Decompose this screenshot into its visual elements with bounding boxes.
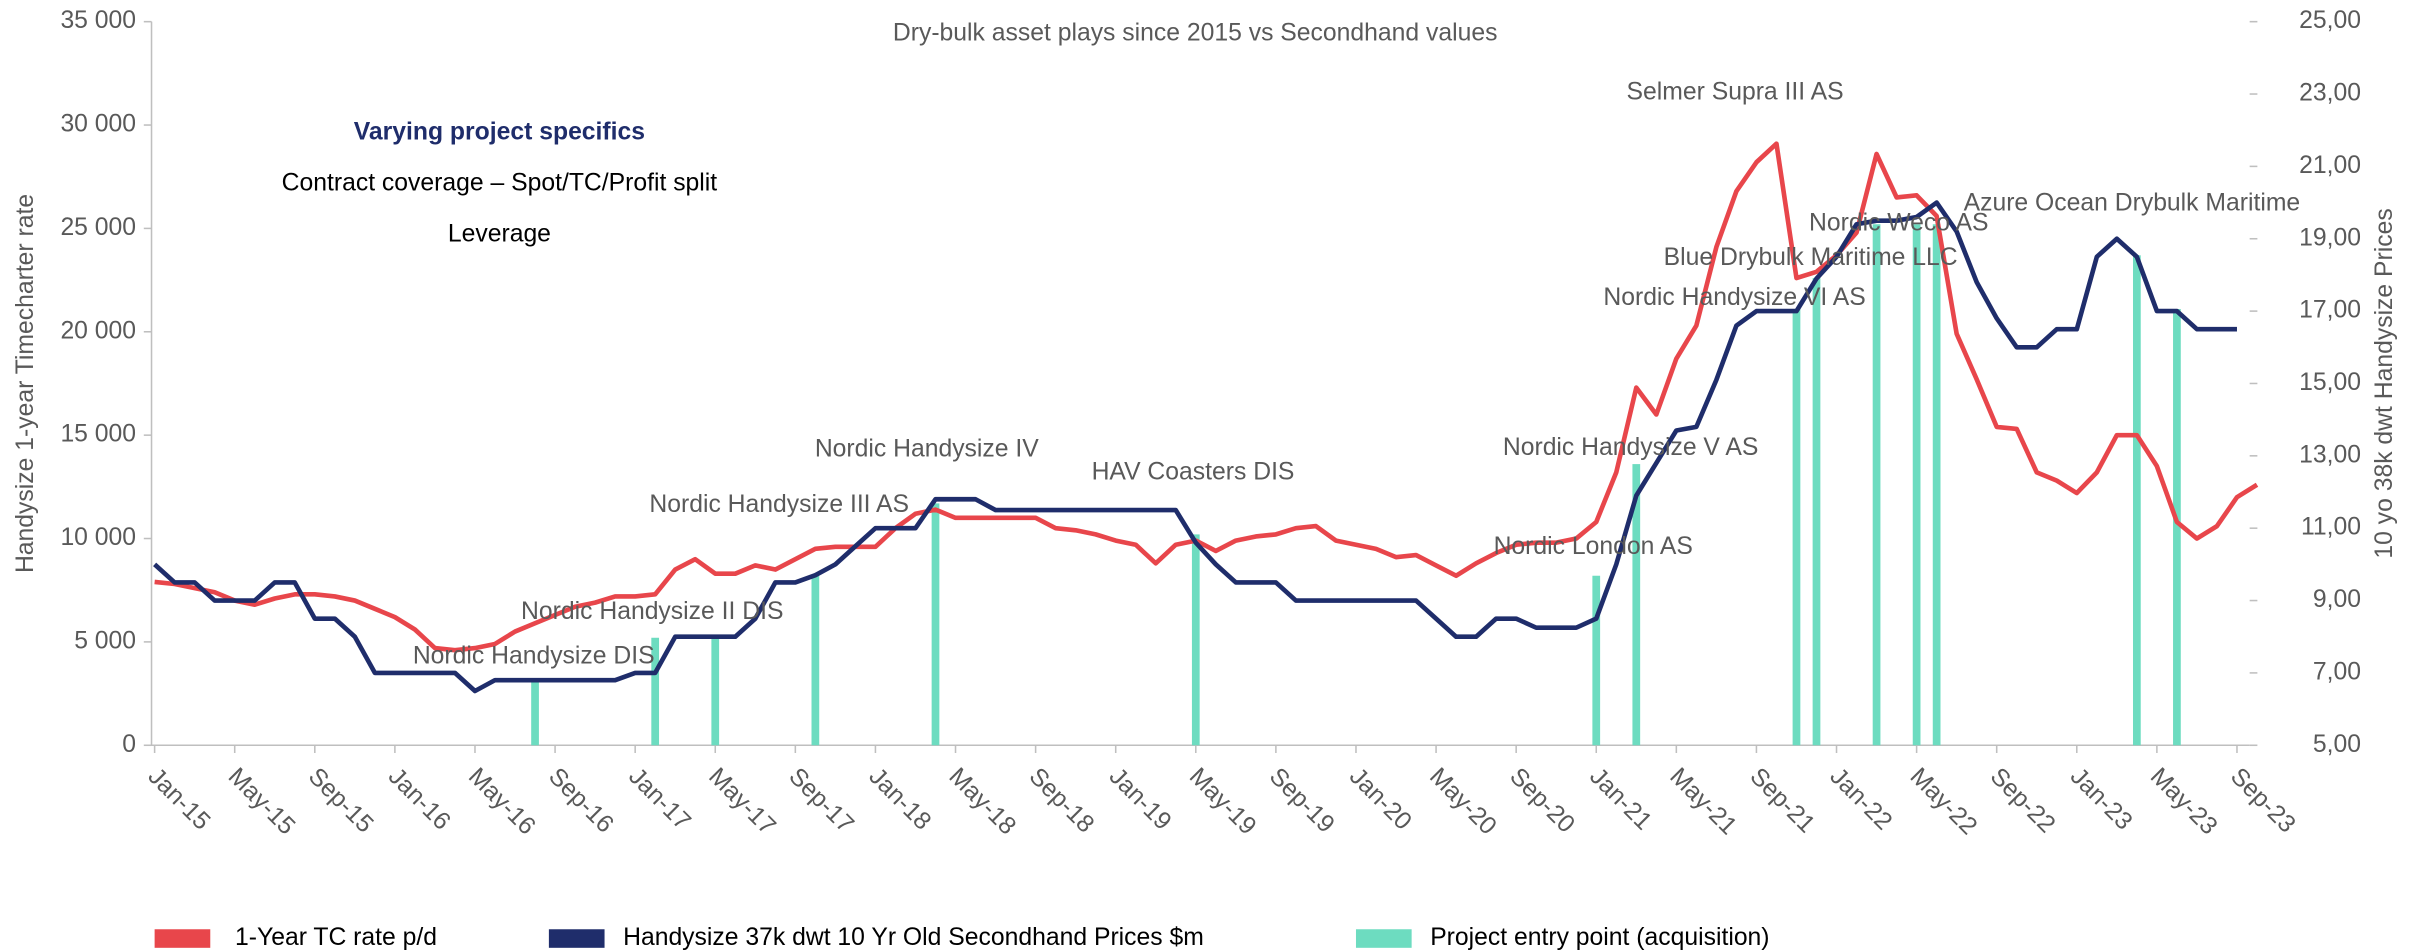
entry-bar bbox=[2173, 309, 2181, 746]
y2-tick-label: 25,00 bbox=[2299, 7, 2361, 34]
annotation: Nordic Handysize IV bbox=[815, 435, 1039, 462]
x-tick-label: May-20 bbox=[1424, 763, 1501, 840]
y2-tick-label: 7,00 bbox=[2313, 658, 2361, 685]
annotation: Nordic Handysize III AS bbox=[649, 491, 909, 518]
x-tick-label: Jan-18 bbox=[863, 763, 936, 836]
chart-title: Dry-bulk asset plays since 2015 vs Secon… bbox=[893, 20, 1498, 47]
x-tick-label: Jan-15 bbox=[143, 763, 216, 836]
entry-bar bbox=[811, 575, 820, 746]
x-tick-label: Jan-17 bbox=[623, 763, 696, 836]
annotation: Nordic London AS bbox=[1494, 533, 1693, 560]
x-tick-label: May-23 bbox=[2145, 763, 2222, 840]
y2-tick-label: 19,00 bbox=[2299, 224, 2361, 251]
y2-axis-label: 10 yo 38k dwt Handysize Prices bbox=[2371, 208, 2398, 558]
entry-bar bbox=[1912, 224, 1921, 746]
entry-bar bbox=[1792, 309, 1801, 746]
x-tick-label: May-17 bbox=[703, 763, 780, 840]
y-tick-label: 0 bbox=[122, 731, 136, 758]
x-tick-label: Sep-21 bbox=[1744, 763, 1819, 838]
y2-tick-label: 21,00 bbox=[2299, 152, 2361, 179]
series-line bbox=[153, 200, 2237, 694]
x-tick-label: May-15 bbox=[223, 763, 300, 840]
x-tick-label: Sep-16 bbox=[543, 763, 618, 838]
note: Leverage bbox=[448, 221, 551, 248]
x-tick-label: Jan-22 bbox=[1825, 763, 1898, 836]
note: Contract coverage – Spot/TC/Profit split bbox=[282, 170, 718, 197]
y2-tick-label: 23,00 bbox=[2299, 80, 2361, 107]
y2-tick-label: 11,00 bbox=[2301, 514, 2361, 541]
y2-tick-label: 17,00 bbox=[2299, 297, 2361, 324]
y2-tick-label: 13,00 bbox=[2299, 441, 2361, 468]
x-tick-label: Jan-16 bbox=[383, 763, 456, 836]
x-tick-label: Sep-23 bbox=[2225, 763, 2300, 838]
y2-tick-label: 5,00 bbox=[2313, 731, 2361, 758]
legend-label: Project entry point (acquisition) bbox=[1430, 924, 1769, 950]
x-tick-label: Jan-23 bbox=[2065, 763, 2138, 836]
entry-bar bbox=[1932, 224, 1941, 746]
x-tick-label: Sep-18 bbox=[1024, 763, 1099, 838]
y-tick-label: 30 000 bbox=[60, 111, 136, 138]
x-tick-label: May-16 bbox=[463, 763, 540, 840]
series-line bbox=[154, 141, 2259, 653]
entry-bar bbox=[1632, 464, 1641, 746]
x-tick-label: Jan-19 bbox=[1104, 763, 1177, 836]
annotation: Nordic Weco AS bbox=[1809, 210, 1989, 237]
annotation: Selmer Supra III AS bbox=[1627, 78, 1844, 105]
legend-label: 1-Year TC rate p/d bbox=[235, 924, 437, 950]
y2-tick-label: 15,00 bbox=[2299, 369, 2361, 396]
y-tick-label: 25 000 bbox=[60, 214, 136, 241]
x-tick-label: May-22 bbox=[1905, 763, 1982, 840]
x-tick-label: May-18 bbox=[944, 763, 1021, 840]
y-tick-label: 35 000 bbox=[60, 7, 136, 34]
y2-tick-label: 9,00 bbox=[2313, 586, 2361, 613]
entry-bar bbox=[2132, 255, 2141, 746]
legend-label: Handysize 37k dwt 10 Yr Old Secondhand P… bbox=[623, 924, 1204, 950]
entry-bar bbox=[711, 637, 720, 746]
y-axis-label: Handysize 1-year Timecharter rate bbox=[12, 194, 39, 573]
entry-bar bbox=[931, 503, 940, 746]
x-tick-label: Jan-20 bbox=[1344, 763, 1417, 836]
y-tick-label: 10 000 bbox=[60, 524, 136, 551]
annotation: Azure Ocean Drybulk Maritime bbox=[1964, 190, 2301, 217]
entry-bar bbox=[1812, 278, 1821, 746]
x-tick-label: Jan-21 bbox=[1584, 763, 1657, 836]
y-tick-label: 5 000 bbox=[74, 627, 136, 654]
annotation: Nordic Handysize II DIS bbox=[521, 598, 783, 625]
legend-swatch bbox=[154, 929, 211, 948]
entry-bar bbox=[1872, 224, 1881, 746]
annotation: Nordic Handysize DIS bbox=[413, 643, 655, 670]
annotation: Nordic Handysize VI AS bbox=[1603, 284, 1865, 311]
entry-bar bbox=[531, 681, 539, 746]
x-tick-label: Sep-19 bbox=[1264, 763, 1339, 838]
annotation: Blue Drybulk Maritime LLC bbox=[1664, 244, 1958, 271]
annotation: HAV Coasters DIS bbox=[1092, 459, 1295, 486]
legend-swatch bbox=[548, 929, 605, 948]
y-tick-label: 15 000 bbox=[60, 421, 136, 448]
x-tick-label: Sep-22 bbox=[1985, 763, 2060, 838]
x-tick-label: May-21 bbox=[1664, 763, 1741, 840]
entry-bar bbox=[651, 637, 660, 746]
entry-bar bbox=[1191, 534, 1200, 746]
x-tick-label: Sep-17 bbox=[783, 763, 858, 838]
legend-swatch bbox=[1355, 929, 1412, 948]
x-tick-label: May-19 bbox=[1184, 763, 1261, 840]
x-tick-label: Sep-20 bbox=[1504, 763, 1579, 838]
annotation: Nordic Handysize V AS bbox=[1503, 434, 1759, 461]
x-tick-label: Sep-15 bbox=[303, 763, 378, 838]
entry-bar bbox=[1592, 575, 1601, 746]
note: Varying project specifics bbox=[354, 119, 645, 146]
y-tick-label: 20 000 bbox=[60, 317, 136, 344]
